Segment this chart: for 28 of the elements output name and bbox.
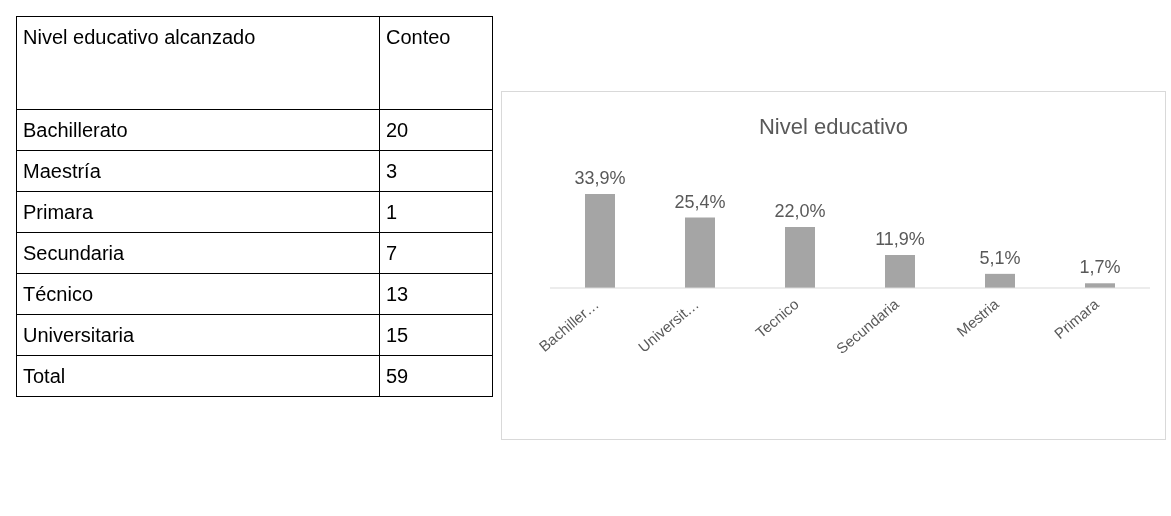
category-label: Universitaria [16, 314, 380, 356]
data-label: 11,9% [875, 229, 925, 249]
data-label: 1,7% [1079, 257, 1121, 278]
text: Conteo [379, 16, 493, 110]
chart-title: Nivel educativo [757, 114, 910, 140]
category-label: Bachillerato [16, 109, 380, 151]
category-label: Técnico [16, 273, 380, 315]
data-label: 15 [379, 314, 493, 356]
category-label: Secundaria [16, 232, 380, 274]
category-label: Maestría [16, 150, 380, 192]
data-label: 33,9% [574, 168, 626, 188]
bar [985, 273, 1015, 288]
bar [585, 194, 615, 288]
bar [685, 217, 715, 288]
data-label: 13 [379, 273, 493, 315]
data-label: 1 [379, 191, 493, 233]
text: Nivel educativo alcanzado [16, 16, 380, 110]
data-label: 22,0% [774, 201, 826, 221]
bar [885, 255, 915, 288]
data-label: 3 [379, 150, 493, 192]
data-label: 7 [379, 232, 493, 274]
category-label: Total [16, 355, 380, 397]
data-label: 25,4% [674, 191, 726, 212]
category-label: Primara [16, 191, 380, 233]
data-label: 59 [379, 355, 493, 397]
data-label: 20 [379, 109, 493, 151]
data-label: 5,1% [979, 247, 1021, 268]
bar [785, 227, 815, 288]
